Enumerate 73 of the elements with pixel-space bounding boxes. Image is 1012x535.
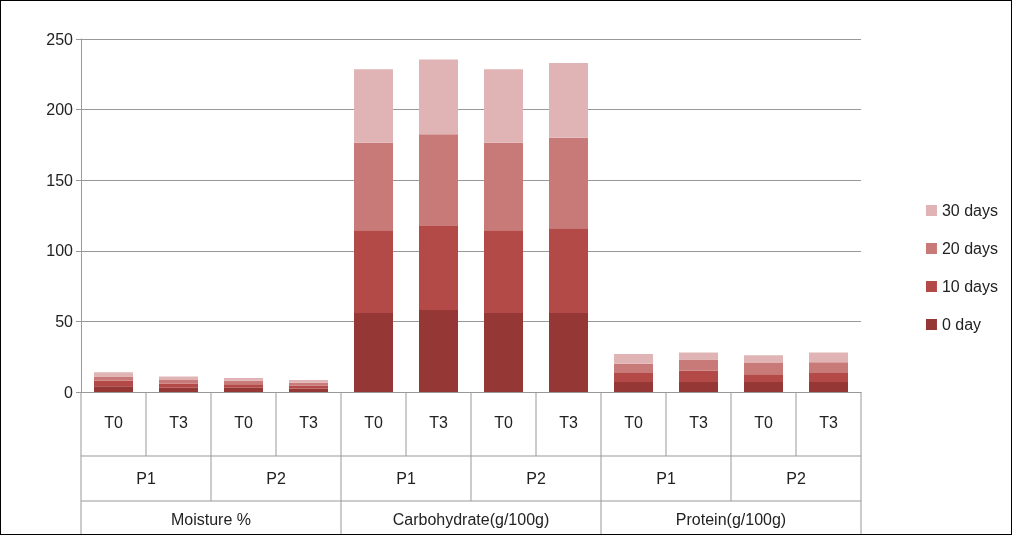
bar [94,372,133,377]
x-tick-label: T3 [819,413,838,431]
bar [744,355,783,364]
x-tick-label: T0 [494,413,513,431]
bar [614,353,653,364]
x-tick-label: T0 [364,413,383,431]
text: Protein(g/100g) [675,511,787,528]
y-tick-label: 250 [46,30,74,48]
y-tick-label: 100 [46,242,74,260]
x-tick-label: T3 [299,413,318,431]
bar [159,387,198,392]
x-tick-label: T0 [104,413,123,431]
bar [484,230,523,313]
x-tick-label: T0 [624,413,643,431]
bar [809,372,848,383]
x-tick-label: T3 [169,413,188,431]
bar [484,312,523,392]
bar [549,63,588,138]
bar [484,69,523,143]
bar [744,382,783,392]
bar [94,376,133,381]
legend-label: 30 days [941,202,999,219]
bar [159,383,198,388]
bar [224,377,263,381]
bar [419,310,458,392]
bar [679,359,718,371]
bar [419,134,458,227]
x-tick-label: T3 [689,413,708,431]
bar [549,137,588,229]
y-tick-label: 150 [46,171,74,189]
bar [94,386,133,392]
text: P1 [136,470,156,487]
bar [419,59,458,135]
bar [679,382,718,392]
bar [744,374,783,383]
legend-label: 10 days [941,278,999,295]
bar [159,380,198,384]
legend-label: 20 days [941,240,999,257]
bar [614,382,653,392]
x-tick-label: T0 [234,413,253,431]
text: P2 [786,470,806,487]
text: P1 [396,470,416,487]
text: P1 [656,470,676,487]
bar [224,387,263,392]
bar [159,376,198,380]
bar [354,230,393,313]
bar [419,226,458,311]
bar [614,372,653,383]
bar [354,142,393,231]
y-tick-label: 0 [64,383,74,401]
bar [354,312,393,392]
bar [809,362,848,373]
bar [549,228,588,313]
bar [679,370,718,383]
bar [614,363,653,373]
bar [744,363,783,375]
legend-label: 0 day [941,316,982,333]
bar [679,352,718,360]
bar [549,312,588,392]
text: P2 [526,470,546,487]
bar [809,352,848,363]
bar [224,384,263,388]
x-tick-label: T3 [429,413,448,431]
y-tick-label: 50 [55,312,74,330]
x-tick-label: T3 [559,413,578,431]
text: Carbohydrate(g/100g) [392,511,550,528]
text: Moisture % [170,511,252,528]
text: P2 [266,470,286,487]
x-tick-label: T0 [754,413,773,431]
y-tick-label: 200 [46,101,74,119]
bar [354,69,393,143]
bar [484,142,523,231]
bar [809,382,848,392]
